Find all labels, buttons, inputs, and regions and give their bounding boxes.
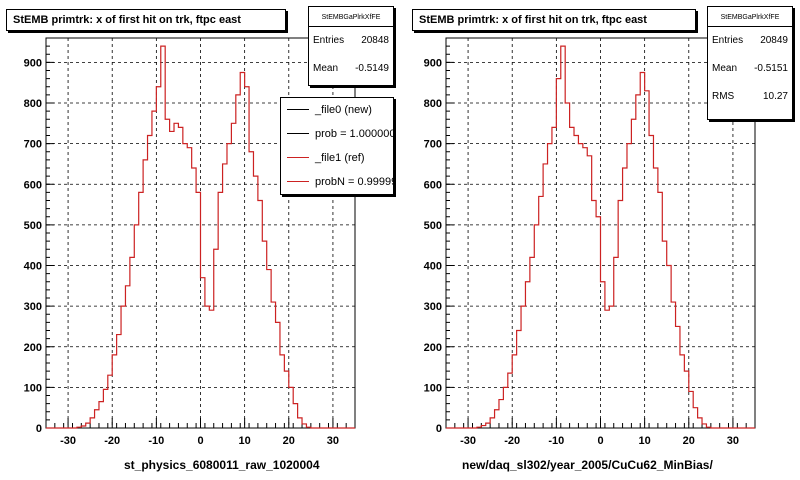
left-histogram-series-0	[46, 45, 355, 429]
legend-swatch-prob	[287, 133, 309, 134]
right-x-tick-label: 30	[727, 435, 739, 447]
left-y-tick-label: 900	[24, 57, 42, 69]
legend-label-prob: prob = 1.000000	[315, 128, 394, 140]
right-stats-rms-value: 10.27	[762, 91, 788, 102]
right-y-tick-label: 700	[424, 139, 442, 151]
right-stats-mean-row: Mean -0.5151	[708, 55, 792, 83]
right-y-tick-label: 600	[424, 179, 442, 191]
left-stats-mean-row: Mean -0.5149	[309, 55, 393, 83]
left-y-tick-label: 700	[24, 139, 42, 151]
left-y-tick-label: 200	[24, 342, 42, 354]
left-x-tick-label: 10	[239, 435, 251, 447]
left-x-tick-label: 20	[283, 435, 295, 447]
right-x-tick-label: 0	[597, 435, 603, 447]
left-stats-name: StEMBGaPlrkXfFE	[309, 7, 393, 27]
right-x-tick-label: -30	[460, 435, 476, 447]
left-y-tick-label: 800	[24, 98, 42, 110]
legend-entry-prob: prob = 1.000000	[281, 122, 393, 146]
right-x-tick-label: 10	[639, 435, 651, 447]
legend-swatch-file0	[287, 109, 309, 110]
left-x-axis-label: st_physics_6080011_raw_1020004	[124, 458, 320, 472]
right-stats-entries-row: Entries 20849	[708, 27, 792, 55]
right-x-tick-label: -10	[548, 435, 564, 447]
left-y-tick-label: 500	[24, 220, 42, 232]
left-x-tick-label: -20	[104, 435, 120, 447]
left-legend: _file0 (new) prob = 1.000000 _file1 (ref…	[280, 97, 394, 195]
left-y-tick-label: 100	[24, 382, 42, 394]
left-histogram-panel: 0 100 200 300 400 500 600 700 800 900 -30 -20 -10 0 10…	[24, 37, 356, 447]
right-y-tick-label: 500	[424, 220, 442, 232]
left-y-tick-label: 400	[24, 261, 42, 273]
legend-label-file1: _file1 (ref)	[315, 152, 365, 164]
right-stats-rms-label: RMS	[712, 91, 735, 102]
left-stats-box: StEMBGaPlrkXfFE Entries 20848 Mean -0.51…	[308, 6, 394, 86]
right-x-axis-label: new/daq_sl302/year_2005/CuCu62_MinBias/	[462, 458, 713, 472]
right-histogram-panel: 0 100 200 300 400 500 600 700 800 900 -30 -20 -10 0 10…	[424, 37, 756, 447]
left-stats-mean-label: Mean	[313, 63, 339, 74]
right-stats-entries-label: Entries	[712, 35, 744, 46]
right-stats-rms-row: RMS 10.27	[708, 83, 792, 111]
left-x-tick-label: 30	[327, 435, 339, 447]
right-y-tick-label: 200	[424, 342, 442, 354]
legend-label-probn: probN = 0.999998	[315, 176, 393, 188]
left-x-tick-label: -30	[60, 435, 76, 447]
legend-entry-file0: _file0 (new)	[281, 98, 393, 122]
right-histogram-series-0	[446, 45, 755, 429]
left-chart-title: StEMB primtrk: x of first hit on trk, ft…	[6, 9, 286, 31]
right-stats-name: StEMBGaPlrkXfFE	[708, 7, 792, 27]
right-y-tick-label: 900	[424, 57, 442, 69]
right-x-tick-label: -20	[504, 435, 520, 447]
left-stats-entries-row: Entries 20848	[309, 27, 393, 55]
right-y-tick-label: 800	[424, 98, 442, 110]
left-x-tick-label: -10	[148, 435, 164, 447]
right-stats-mean-label: Mean	[712, 63, 738, 74]
right-y-tick-label: 0	[436, 423, 442, 435]
legend-swatch-probn	[287, 181, 309, 182]
right-y-tick-label: 400	[424, 261, 442, 273]
left-y-tick-label: 600	[24, 179, 42, 191]
right-stats-box: StEMBGaPlrkXfFE Entries 20849 Mean -0.51…	[707, 6, 793, 120]
right-stats-mean-value: -0.5151	[754, 63, 788, 74]
right-stats-entries-value: 20849	[760, 35, 788, 46]
left-x-tick-label: 0	[197, 435, 203, 447]
right-y-tick-label: 100	[424, 382, 442, 394]
left-y-tick-label: 300	[24, 301, 42, 313]
legend-label-file0: _file0 (new)	[315, 104, 372, 116]
left-stats-mean-value: -0.5149	[355, 63, 389, 74]
legend-entry-file1: _file1 (ref)	[281, 146, 393, 170]
right-chart-title: StEMB primtrk: x of first hit on trk, ft…	[412, 9, 696, 31]
left-stats-entries-label: Entries	[313, 35, 345, 46]
left-stats-entries-value: 20848	[361, 35, 389, 46]
left-y-tick-label: 0	[36, 423, 42, 435]
right-y-tick-label: 300	[424, 301, 442, 313]
legend-swatch-file1	[287, 157, 309, 158]
right-x-tick-label: 20	[683, 435, 695, 447]
legend-entry-probn: probN = 0.999998	[281, 170, 393, 194]
